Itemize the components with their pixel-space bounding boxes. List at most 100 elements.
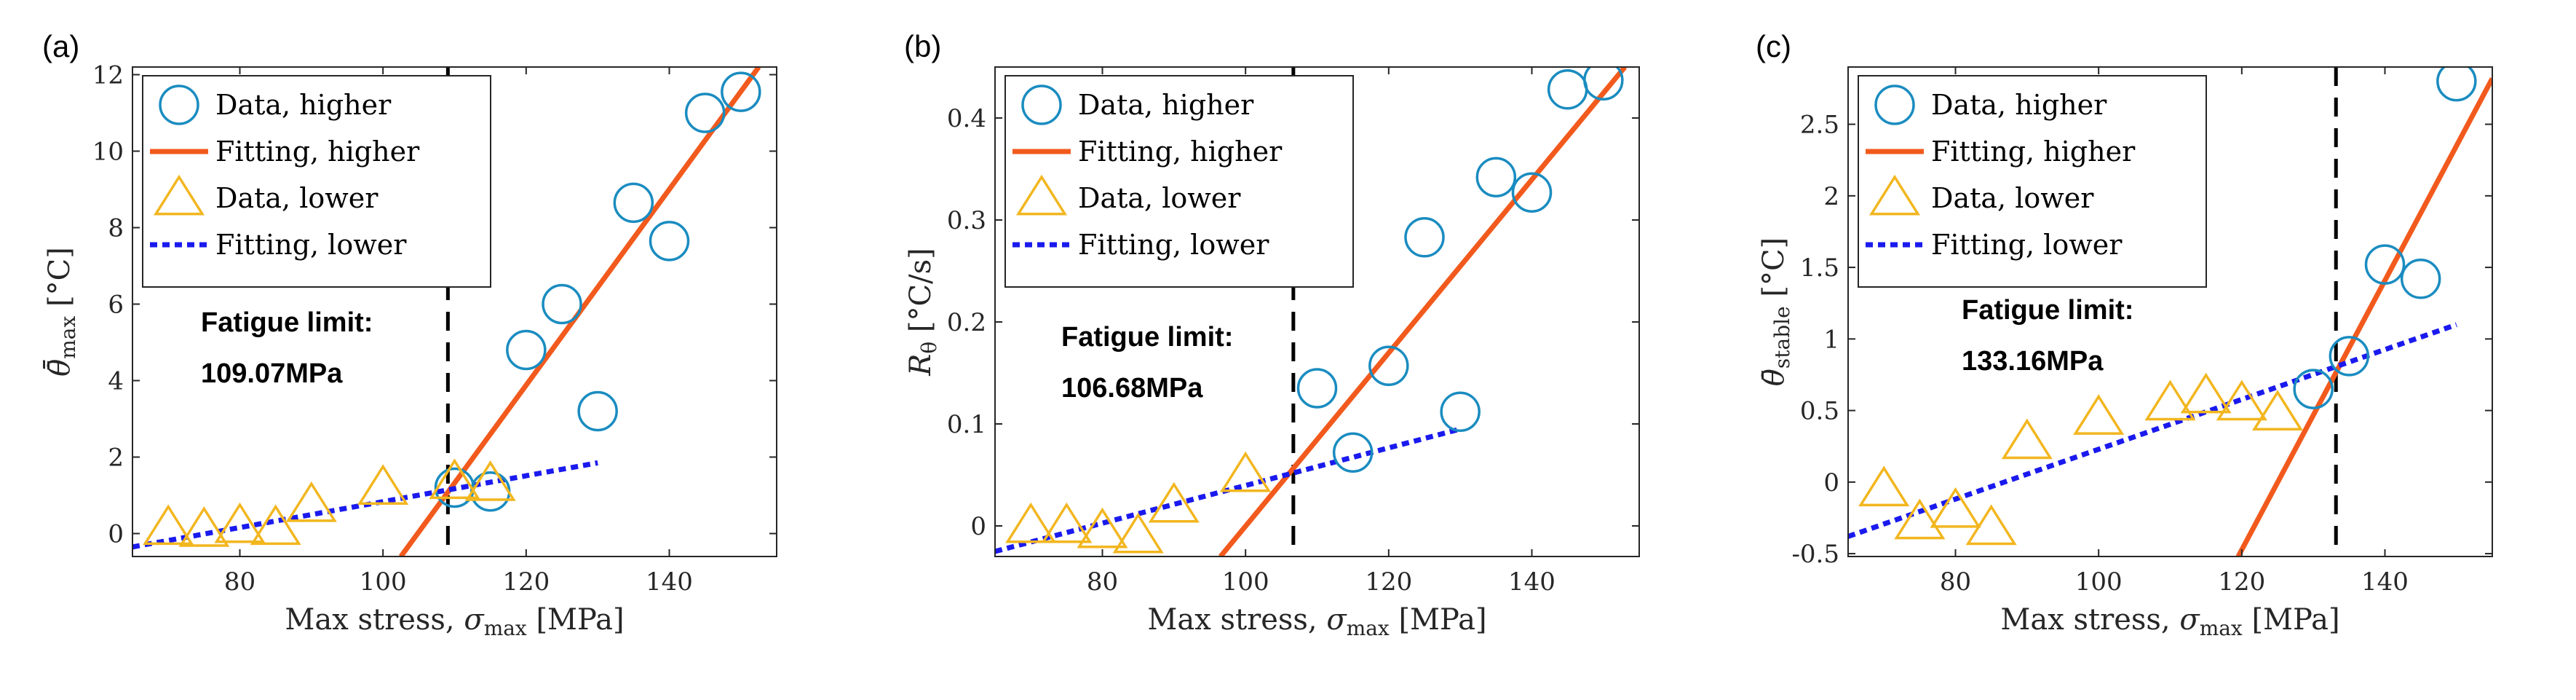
x-tick-label: 120 xyxy=(2218,567,2265,597)
plot-area xyxy=(995,67,1628,557)
legend-entry-label: Fitting, lower xyxy=(1078,229,1269,261)
x-tick-label: 100 xyxy=(2075,567,2123,597)
data-higher-point xyxy=(613,182,654,224)
y-tick-label: 1 xyxy=(1823,325,1839,354)
chart-panel-b: (b) 80 100 120 140 0 0.1 0.2 0.3 0.4 Max stress, σ… xyxy=(904,29,1640,640)
y-tick-label: 0.1 xyxy=(947,410,986,439)
y-tick-label: 10 xyxy=(92,138,124,167)
legend-entry-label: Data, higher xyxy=(215,89,392,121)
data-higher-point xyxy=(1547,69,1588,110)
y-tick-label: 0.3 xyxy=(947,206,986,235)
y-tick-label: 0.5 xyxy=(1800,397,1839,426)
data-lower-point xyxy=(1220,451,1272,492)
legend: Data, higher Fitting, higher Data, lower Fi… xyxy=(142,75,491,288)
fatigue-limit-title: Fatigue limit: xyxy=(1061,322,1233,353)
data-higher-point xyxy=(577,390,618,432)
legend: Data, higher Fitting, higher Data, lower Fi… xyxy=(1004,75,1354,288)
data-lower-point xyxy=(1112,512,1164,554)
fitting-higher-line xyxy=(2235,77,2492,557)
legend-entry-label: Fitting, higher xyxy=(1931,135,2136,168)
plot-area xyxy=(1848,67,2492,557)
x-tick-label: 140 xyxy=(1508,567,1555,597)
y-tick-label: 0 xyxy=(970,512,986,541)
legend-entry-label: Data, lower xyxy=(1078,182,1241,214)
data-higher-point xyxy=(1404,217,1445,258)
fatigue-limit-title: Fatigue limit: xyxy=(201,307,373,338)
y-tick-label: -0.5 xyxy=(1791,540,1839,569)
axes-frame xyxy=(994,66,1640,557)
y-tick-label: 2.5 xyxy=(1800,111,1839,140)
y-axis-label: Rθ [°C/s] xyxy=(904,248,941,377)
legend-entry-label: Fitting, lower xyxy=(215,229,407,261)
y-tick-label: 1.5 xyxy=(1800,253,1839,283)
data-higher-point xyxy=(469,471,511,512)
x-axis-label: Max stress, σmax [MPa] xyxy=(285,603,624,640)
y-tick-label: 0.4 xyxy=(947,104,986,133)
data-higher-point xyxy=(1368,345,1409,386)
data-lower-point xyxy=(143,504,194,546)
data-lower-point xyxy=(2144,380,2196,421)
x-tick-label: 140 xyxy=(646,567,693,597)
data-lower-point xyxy=(1041,502,1093,543)
panel-label: (a) xyxy=(42,29,79,63)
data-higher-point xyxy=(2293,369,2334,409)
x-tick-label: 80 xyxy=(1940,567,1971,597)
data-lower-point xyxy=(1858,465,1910,507)
y-tick-label: 8 xyxy=(108,214,124,243)
chart-panel-a: (a) 80 100 120 140 0 2 4 6 8 10 12 Max stress, σmax … xyxy=(42,29,777,640)
x-tick-label: 120 xyxy=(1365,567,1412,597)
legend-entry-label: Fitting, higher xyxy=(215,135,420,168)
data-lower-point xyxy=(2001,418,2053,460)
fitting-lower-line xyxy=(132,460,598,550)
fatigue-limit-value: 109.07MPa xyxy=(201,358,343,389)
y-tick-label: 2 xyxy=(108,444,124,473)
x-axis-label: Max stress, σmax [MPa] xyxy=(1147,603,1486,640)
data-higher-point xyxy=(2436,67,2477,102)
fitting-lower-line xyxy=(1848,322,2457,539)
data-higher-point xyxy=(1332,432,1374,473)
data-lower-point xyxy=(2180,372,2232,414)
legend-higher-data-marker xyxy=(1021,84,1062,125)
data-higher-point xyxy=(1440,391,1481,432)
x-axis-label: Max stress, σmax [MPa] xyxy=(2000,603,2339,640)
data-lower-point xyxy=(1965,504,2017,546)
data-higher-point xyxy=(2329,336,2370,377)
data-lower-point xyxy=(1005,502,1057,543)
data-higher-point xyxy=(2400,259,2441,299)
y-tick-label: 2 xyxy=(1823,182,1839,211)
plot-area xyxy=(132,67,761,557)
data-higher-point xyxy=(721,71,761,112)
x-tick-label: 80 xyxy=(1087,567,1118,597)
y-axis-label: θ̄̄max [°C] xyxy=(43,247,80,377)
data-lower-point xyxy=(1930,487,1981,528)
data-lower-point xyxy=(2251,390,2304,431)
fatigue-limit-value: 133.16MPa xyxy=(1962,346,2104,377)
legend-entry-label: Data, lower xyxy=(215,182,379,214)
legend-lower-data-marker xyxy=(1868,174,1921,216)
axes-frame xyxy=(132,66,777,557)
data-lower-point xyxy=(429,458,480,500)
chart-panel-c: (c) 80 100 120 140 -0.5 0 0.5 1 1.5 2 2.5 Max stress… xyxy=(1756,29,2493,640)
data-higher-point xyxy=(2364,244,2406,285)
data-lower-point xyxy=(250,504,301,546)
data-higher-point xyxy=(1475,157,1517,197)
data-lower-point xyxy=(1077,507,1128,548)
data-higher-point xyxy=(684,93,726,133)
legend-entry-label: Fitting, lower xyxy=(1931,229,2123,261)
data-higher-point xyxy=(1583,67,1624,101)
y-tick-label: 0 xyxy=(1823,468,1839,498)
data-higher-point xyxy=(542,283,582,325)
legend-box xyxy=(1858,75,2207,288)
legend-lower-data-marker xyxy=(1015,174,1068,216)
legend-higher-data-marker xyxy=(159,84,199,125)
axes-frame xyxy=(1847,66,2493,557)
x-tick-label: 140 xyxy=(2361,567,2409,597)
panel-label: (b) xyxy=(904,29,941,63)
x-tick-label: 80 xyxy=(224,567,255,597)
y-tick-label: 4 xyxy=(108,367,124,396)
data-lower-point xyxy=(178,506,230,547)
data-lower-point xyxy=(214,502,266,543)
data-higher-point xyxy=(1296,368,1338,409)
y-tick-label: 0.2 xyxy=(947,308,986,337)
